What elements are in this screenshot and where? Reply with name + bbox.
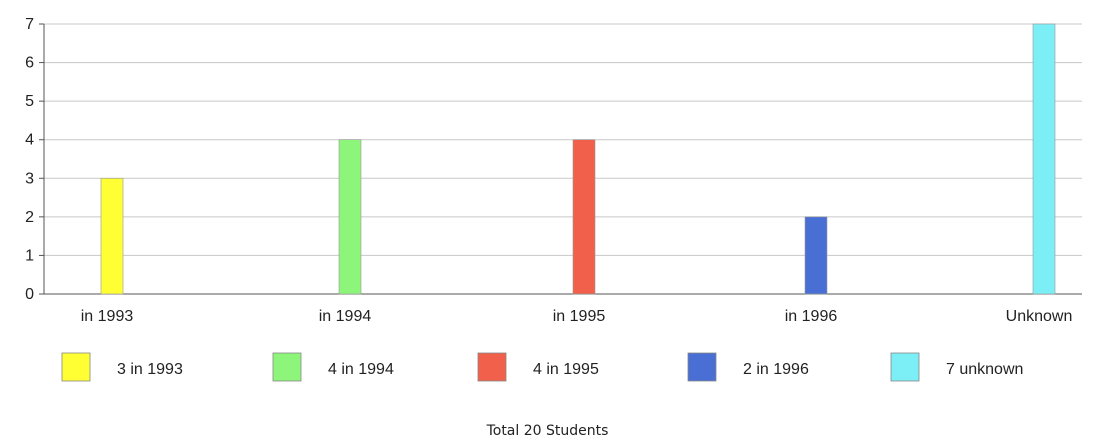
legend-label: 4 in 1994 (328, 361, 394, 378)
axes: 0 1 2 3 4 5 6 7 (25, 16, 1082, 303)
legend-swatch (272, 352, 302, 382)
y-tick-label: 2 (25, 209, 34, 226)
bar-in-1996 (804, 216, 828, 295)
x-category-label: in 1994 (319, 308, 372, 325)
y-tick-label: 4 (25, 132, 34, 149)
y-tick-label: 3 (25, 170, 34, 187)
y-tick-label: 0 (25, 286, 34, 303)
bars (100, 23, 1056, 295)
y-tick-label: 1 (25, 247, 34, 264)
legend-label: 7 unknown (946, 361, 1023, 378)
legend: 3 in 1993 4 in 1994 4 in 1995 2 in 1996 7 un… (61, 352, 1023, 382)
x-category-label: in 1995 (553, 308, 606, 325)
bar-in-1995 (572, 139, 596, 295)
legend-label: 4 in 1995 (533, 361, 599, 378)
x-category-label: in 1996 (785, 308, 838, 325)
y-tick-label: 7 (25, 16, 34, 33)
bar-unknown (1032, 23, 1056, 295)
x-category-label: in 1993 (81, 308, 134, 325)
y-tick-label: 5 (25, 93, 34, 110)
legend-swatch (477, 352, 507, 382)
x-category-label: Unknown (1006, 308, 1073, 325)
legend-label: 3 in 1993 (117, 361, 183, 378)
legend-swatch (61, 352, 91, 382)
bar-in-1994 (338, 139, 362, 295)
category-labels: in 1993 in 1994 in 1995 in 1996 Unknown (81, 308, 1073, 325)
chart-footnote: Total 20 Students (486, 423, 609, 439)
legend-swatch (890, 352, 920, 382)
y-tick-label: 6 (25, 55, 34, 72)
bar-in-1993 (100, 177, 124, 295)
gridlines (44, 23, 1082, 256)
legend-swatch (687, 352, 717, 382)
legend-label: 2 in 1996 (743, 361, 809, 378)
